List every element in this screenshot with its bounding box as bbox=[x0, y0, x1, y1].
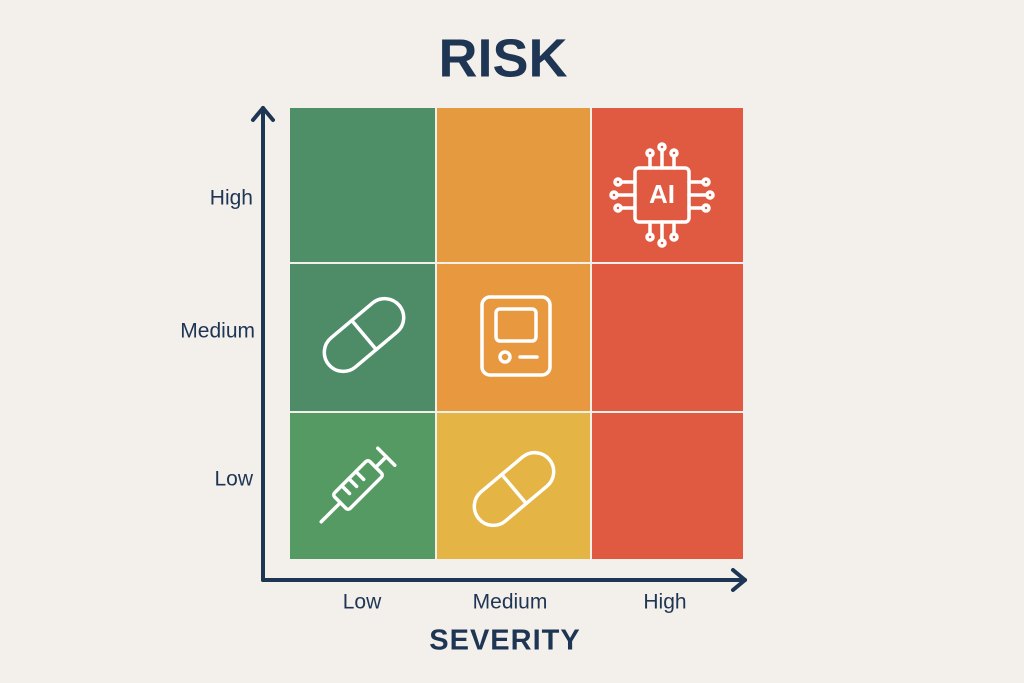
title: RISK bbox=[438, 28, 567, 88]
x-arrow bbox=[731, 568, 747, 592]
y-arrow bbox=[251, 106, 275, 122]
x-label: Medium bbox=[473, 591, 548, 614]
device-icon bbox=[480, 295, 552, 377]
y-label: Low bbox=[214, 468, 253, 491]
cell bbox=[592, 264, 743, 411]
x-label: Low bbox=[343, 591, 382, 614]
y-label: High bbox=[210, 187, 253, 210]
x-axis-title: SEVERITY bbox=[429, 625, 580, 657]
syringe-icon bbox=[319, 446, 397, 524]
ai-chip-icon: AI bbox=[609, 142, 715, 248]
cell bbox=[290, 413, 435, 559]
grid bbox=[290, 108, 743, 559]
x-label: High bbox=[643, 591, 686, 614]
pill-icon bbox=[472, 450, 556, 528]
y-label: Medium bbox=[180, 320, 255, 343]
cell bbox=[290, 108, 435, 262]
cell bbox=[592, 413, 743, 559]
cell bbox=[290, 264, 435, 411]
pill-icon bbox=[322, 296, 406, 374]
cell bbox=[437, 264, 590, 411]
axes bbox=[251, 106, 747, 592]
chip-label: AI bbox=[649, 179, 675, 209]
cell bbox=[437, 108, 590, 262]
